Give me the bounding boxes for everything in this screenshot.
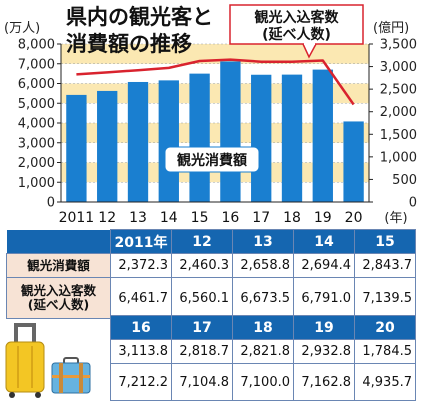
bar-2011 xyxy=(66,95,86,202)
x-tick-label: 18 xyxy=(283,210,301,226)
yellow-suitcase-icon xyxy=(6,323,44,398)
right-tick-label: 2,000 xyxy=(380,105,417,120)
left-tick-label: 8,000 xyxy=(18,38,55,53)
table-header-row: 16 17 18 19 20 xyxy=(111,316,416,340)
right-tick-label: 0 xyxy=(409,196,417,211)
bar-2015 xyxy=(189,74,209,202)
right-tick-label: 3,000 xyxy=(380,60,417,75)
left-tick-label: 1,000 xyxy=(18,176,55,191)
table-cell: 6,461.7 xyxy=(111,278,172,319)
bar-2012 xyxy=(97,91,117,202)
suitcase-illustrations xyxy=(2,318,106,398)
bar-2014 xyxy=(159,80,179,202)
table-cell: 4,935.7 xyxy=(355,364,416,401)
left-tick-label: 2,000 xyxy=(18,156,55,171)
table-cell: 2,821.8 xyxy=(233,340,294,364)
bar-2017 xyxy=(251,75,271,202)
table-cell: 3,113.8 xyxy=(111,340,172,364)
table-header-row: 2011年 12 13 14 15 xyxy=(7,230,416,254)
row-label-spending: 観光消費額 xyxy=(7,254,111,278)
year-header: 14 xyxy=(294,230,355,254)
left-tick-label: 0 xyxy=(47,196,55,211)
line-label-line-2: (延べ人数) xyxy=(262,26,331,43)
line-label-line-1: 観光入込客数 xyxy=(255,9,340,26)
table-row-spending: 3,113.8 2,818.7 2,821.8 2,932.8 1,784.5 xyxy=(111,340,416,364)
table-cell: 2,818.7 xyxy=(172,340,233,364)
year-header: 12 xyxy=(172,230,233,254)
chart-title-line-1: 県内の観光客と xyxy=(66,5,213,29)
table-cell: 2,460.3 xyxy=(172,254,233,278)
year-header: 15 xyxy=(355,230,416,254)
table-row-spending: 観光消費額 2,372.3 2,460.3 2,658.8 2,694.4 2,… xyxy=(7,254,416,278)
right-tick-label: 1,000 xyxy=(380,150,417,165)
left-tick-label: 3,000 xyxy=(18,136,55,151)
x-tick-label: 19 xyxy=(314,210,332,226)
chart-title-line-2: 消費額の推移 xyxy=(66,32,192,56)
right-tick-label: 3,500 xyxy=(380,38,417,53)
left-tick-label: 7,000 xyxy=(18,57,55,72)
right-tick-label: 1,500 xyxy=(380,128,417,143)
table-cell: 2,658.8 xyxy=(233,254,294,278)
bar-2018 xyxy=(282,75,302,202)
table-row-visitors: 7,212.2 7,104.8 7,100.0 7,162.8 4,935.7 xyxy=(111,364,416,401)
left-tick-labels: 0 1,000 2,000 3,000 4,000 5,000 6,000 7,000 8,00… xyxy=(18,38,61,211)
right-tick-label: 500 xyxy=(392,173,417,188)
year-header: 13 xyxy=(233,230,294,254)
x-tick-label: 16 xyxy=(221,210,239,226)
x-tick-label: 2011 xyxy=(59,210,95,226)
table-cell: 7,162.8 xyxy=(294,364,355,401)
table-cell: 2,372.3 xyxy=(111,254,172,278)
x-tick-label: 15 xyxy=(191,210,209,226)
right-axis-unit: (億円) xyxy=(373,20,409,36)
bar-2013 xyxy=(128,82,148,202)
right-tick-labels: 0 500 1,000 1,500 2,000 2,500 3,000 3,500 xyxy=(369,38,417,211)
year-header: 2011年 xyxy=(111,230,172,254)
row-label-visitors-line-1: 観光入込客数 xyxy=(21,283,96,298)
x-tick-label: 17 xyxy=(252,210,270,226)
table-cell: 7,139.5 xyxy=(355,278,416,319)
data-table-bottom: 16 17 18 19 20 3,113.8 2,818.7 2,821.8 2… xyxy=(110,315,416,401)
table-row-visitors: 観光入込客数(延べ人数) 6,461.7 6,560.1 6,673.5 6,7… xyxy=(7,278,416,319)
year-header: 16 xyxy=(111,316,172,340)
table-cell: 6,791.0 xyxy=(294,278,355,319)
row-label-visitors: 観光入込客数(延べ人数) xyxy=(7,278,111,319)
table-cell: 6,673.5 xyxy=(233,278,294,319)
x-axis-unit: (年) xyxy=(384,211,407,226)
x-tick-label: 12 xyxy=(98,210,116,226)
left-tick-label: 6,000 xyxy=(18,77,55,92)
bar-2019 xyxy=(313,70,333,202)
bar-label: 観光消費額 xyxy=(177,152,247,169)
table-cell: 2,843.7 xyxy=(355,254,416,278)
left-axis-unit: (万人) xyxy=(4,21,40,36)
x-tick-label: 13 xyxy=(129,210,147,226)
year-header: 17 xyxy=(172,316,233,340)
left-tick-label: 5,000 xyxy=(18,97,55,112)
x-tick-label: 14 xyxy=(160,210,178,226)
table-cell: 7,212.2 xyxy=(111,364,172,401)
table-cell: 2,932.8 xyxy=(294,340,355,364)
bar-2020 xyxy=(343,121,363,202)
table-cell: 2,694.4 xyxy=(294,254,355,278)
table-cell: 6,560.1 xyxy=(172,278,233,319)
table-corner xyxy=(7,230,111,254)
left-tick-label: 4,000 xyxy=(18,117,55,132)
year-header: 19 xyxy=(294,316,355,340)
table-cell: 7,100.0 xyxy=(233,364,294,401)
year-header: 20 xyxy=(355,316,416,340)
year-header: 18 xyxy=(233,316,294,340)
blue-trunk-icon xyxy=(52,358,90,393)
table-cell: 7,104.8 xyxy=(172,364,233,401)
bar-2016 xyxy=(220,61,240,202)
table-cell: 1,784.5 xyxy=(355,340,416,364)
chart: 0 1,000 2,000 3,000 4,000 5,000 6,000 7,000 8,00… xyxy=(0,0,421,230)
data-table-top: 2011年 12 13 14 15 観光消費額 2,372.3 2,460.3 … xyxy=(6,229,416,319)
x-tick-label: 20 xyxy=(345,210,363,226)
right-tick-label: 2,500 xyxy=(380,83,417,98)
row-label-visitors-line-2: (延べ人数) xyxy=(28,297,89,312)
